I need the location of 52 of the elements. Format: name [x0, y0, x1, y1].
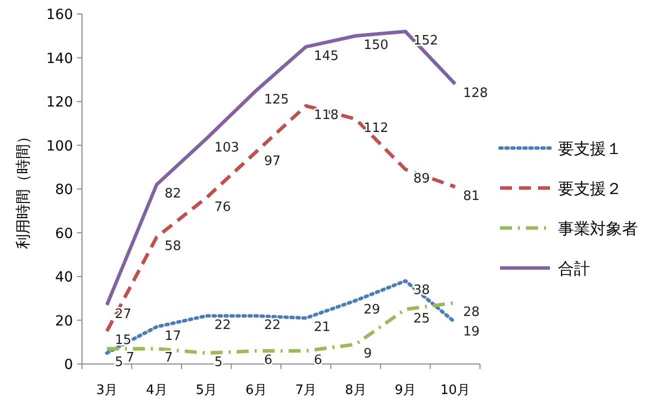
data-label: 6 [314, 352, 322, 368]
y-tick-label: 120 [46, 94, 73, 110]
legend-label: 要支援２ [558, 179, 622, 198]
data-label: 27 [114, 306, 132, 322]
y-tick-label: 0 [64, 357, 73, 373]
y-tick-label: 20 [55, 313, 73, 330]
x-tick-label: 7月 [295, 383, 317, 398]
data-label: 25 [413, 311, 430, 326]
data-label: 5 [214, 355, 223, 370]
data-label: 7 [126, 350, 134, 366]
data-label: 103 [214, 140, 240, 156]
data-label: 112 [364, 121, 388, 136]
x-tick-label: 3月 [96, 383, 118, 398]
x-tick-label: 6月 [245, 383, 267, 398]
data-label: 9 [364, 346, 372, 362]
data-label: 81 [463, 188, 480, 204]
data-label: 58 [164, 239, 182, 254]
data-label: 125 [264, 92, 289, 108]
x-tick-label: 10月 [440, 383, 470, 398]
data-label: 152 [413, 34, 438, 48]
data-label: 29 [364, 302, 380, 318]
x-tick-label: 4月 [146, 383, 168, 398]
data-label: 150 [364, 38, 388, 53]
x-tick-label: 8月 [344, 383, 366, 398]
data-label: 28 [463, 304, 480, 320]
y-tick-label: 40 [55, 270, 73, 286]
data-label: 22 [214, 318, 231, 333]
data-label: 21 [314, 320, 330, 336]
data-label: 145 [314, 48, 339, 64]
y-tick-label: 140 [46, 50, 73, 67]
data-label: 89 [413, 171, 430, 186]
y-axis-title: 利用時間（時間） [14, 129, 32, 249]
data-label: 6 [264, 352, 272, 368]
y-tick-label: 100 [46, 138, 73, 154]
data-label: 19 [463, 324, 480, 340]
data-label: 82 [164, 186, 182, 202]
y-tick-label: 60 [55, 226, 73, 242]
x-tick-label: 9月 [394, 383, 416, 398]
data-label: 97 [264, 154, 281, 169]
legend-label: 事業対象者 [558, 219, 638, 238]
y-tick-label: 160 [46, 7, 73, 23]
legend-label: 合計 [558, 259, 590, 278]
data-label: 128 [463, 86, 488, 101]
legend-label: 要支援１ [558, 139, 622, 158]
data-label: 118 [314, 108, 339, 123]
data-label: 7 [164, 350, 173, 366]
data-label: 22 [264, 318, 281, 333]
x-tick-label: 5月 [196, 383, 218, 398]
y-tick-label: 80 [55, 182, 73, 198]
data-label: 5 [114, 355, 124, 370]
data-label: 17 [164, 328, 182, 344]
data-label: 76 [214, 200, 231, 215]
